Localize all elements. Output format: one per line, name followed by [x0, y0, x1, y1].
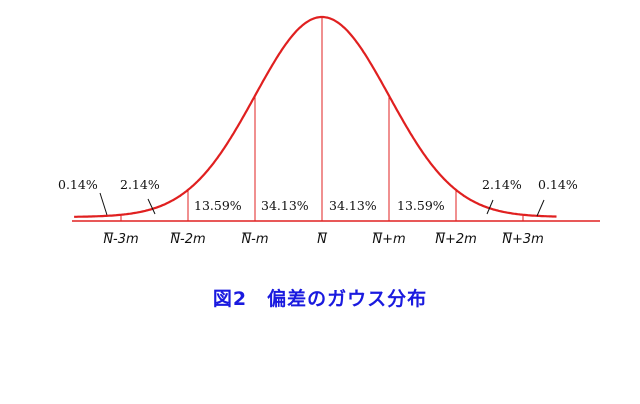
leader-line-right-outer: [536, 199, 545, 217]
band-label-right-34: 34.13%: [329, 198, 377, 213]
x-tick-label: N: [317, 232, 327, 247]
leader-line-left-inner: [147, 198, 156, 215]
x-tick-label: N-3m: [103, 232, 138, 247]
band-label-left-13: 13.59%: [194, 198, 242, 213]
leader-line-left-outer: [99, 192, 108, 216]
x-tick-label: N-m: [241, 232, 268, 247]
band-label-left-34: 34.13%: [261, 198, 309, 213]
band-label-left-outer: 0.14%: [58, 177, 98, 192]
band-label-right-13: 13.59%: [397, 198, 445, 213]
sigma-dividers: [120, 17, 524, 221]
x-tick-labels: N-3m N-2m N-m N N+m N+2m N+3m: [103, 232, 543, 247]
figure-caption: 図2 偏差のガウス分布: [212, 288, 428, 310]
x-tick-label: N+3m: [502, 232, 544, 247]
x-tick-label: N-2m: [170, 232, 205, 247]
band-label-right-2: 2.14%: [482, 177, 522, 192]
leader-line-right-inner: [486, 199, 494, 215]
band-label-left-2: 2.14%: [120, 177, 160, 192]
label-leaders: [99, 192, 545, 217]
x-tick-label: N+2m: [435, 232, 477, 247]
x-tick-label: N+m: [372, 232, 405, 247]
gaussian-curve: [74, 15, 557, 218]
band-label-right-outer: 0.14%: [538, 177, 578, 192]
